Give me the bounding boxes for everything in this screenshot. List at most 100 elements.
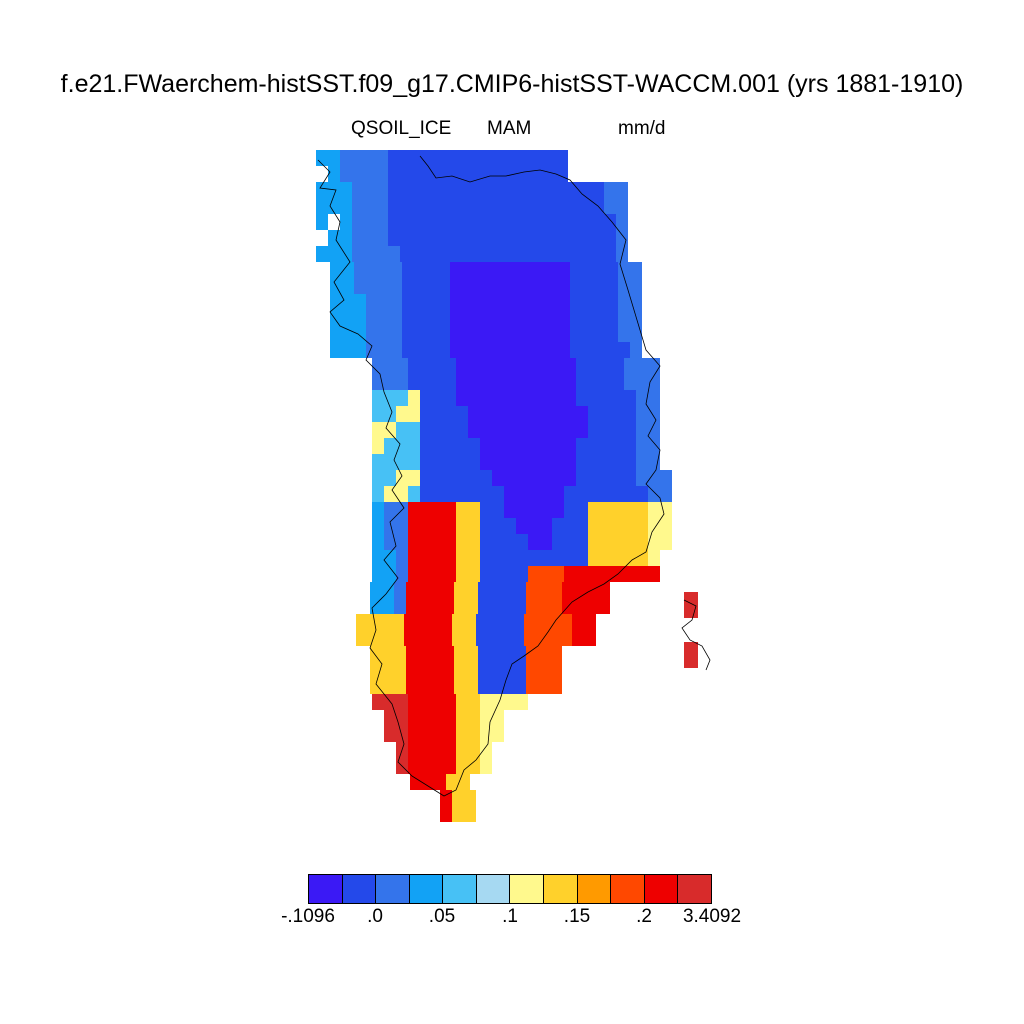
field-cell xyxy=(372,550,384,566)
field-cell xyxy=(510,262,522,278)
field-cell xyxy=(384,486,396,502)
field-cell xyxy=(576,390,588,406)
field-cell xyxy=(396,438,408,454)
field-cell xyxy=(390,278,402,294)
field-cell xyxy=(552,374,564,390)
field-cell xyxy=(606,326,618,342)
field-cell xyxy=(364,150,376,166)
field-cell xyxy=(408,726,420,742)
field-cell xyxy=(492,358,504,374)
field-cell xyxy=(490,662,502,678)
field-cell xyxy=(490,598,502,614)
field-cell xyxy=(444,502,456,518)
field-cell xyxy=(462,262,474,278)
field-cell xyxy=(520,246,532,262)
field-cell xyxy=(504,390,516,406)
field-cell xyxy=(636,502,648,518)
field-cell xyxy=(488,630,500,646)
field-cell xyxy=(648,358,660,374)
field-cell xyxy=(588,550,600,566)
field-cell xyxy=(604,246,616,262)
field-cell xyxy=(408,422,420,438)
field-cell xyxy=(534,326,546,342)
field-cell xyxy=(576,470,588,486)
field-cell xyxy=(416,614,428,630)
field-cell xyxy=(522,278,534,294)
field-cell xyxy=(604,182,616,198)
field-cell xyxy=(400,230,412,246)
field-cell xyxy=(432,358,444,374)
field-cell xyxy=(366,326,378,342)
field-cell xyxy=(480,758,492,774)
field-cell xyxy=(430,646,442,662)
field-cell xyxy=(380,614,392,630)
field-cell xyxy=(624,518,636,534)
field-cell xyxy=(380,630,392,646)
field-cell xyxy=(454,598,466,614)
field-cell xyxy=(376,214,388,230)
field-cell xyxy=(612,358,624,374)
field-cell xyxy=(660,534,672,550)
field-cell xyxy=(428,614,440,630)
field-cell xyxy=(468,534,480,550)
field-cell xyxy=(478,678,490,694)
field-cell xyxy=(586,598,598,614)
field-cell xyxy=(624,502,636,518)
field-cell xyxy=(576,534,588,550)
plot-title: f.e21.FWaerchem-histSST.f09_g17.CMIP6-hi… xyxy=(60,70,964,98)
field-cell xyxy=(564,454,576,470)
field-cell xyxy=(420,710,432,726)
field-cell xyxy=(352,214,364,230)
field-cell xyxy=(408,742,420,758)
field-cell xyxy=(594,326,606,342)
field-cell xyxy=(438,278,450,294)
field-cell xyxy=(504,518,516,534)
field-cell xyxy=(540,358,552,374)
field-cell xyxy=(372,502,384,518)
field-cell xyxy=(356,630,368,646)
field-cell xyxy=(592,214,604,230)
field-cell xyxy=(396,518,408,534)
field-cell xyxy=(600,422,612,438)
field-cell xyxy=(372,438,384,454)
field-cell xyxy=(612,438,624,454)
field-cell xyxy=(378,326,390,342)
field-cell xyxy=(558,342,570,358)
field-cell xyxy=(612,470,624,486)
field-cell xyxy=(468,726,480,742)
field-cell xyxy=(438,342,450,358)
field-cell xyxy=(440,790,452,806)
field-cell xyxy=(588,534,600,550)
field-cell xyxy=(576,438,588,454)
field-cell xyxy=(576,550,588,566)
field-cell xyxy=(452,630,464,646)
field-cell xyxy=(500,614,512,630)
field-cell xyxy=(330,310,342,326)
field-cell xyxy=(420,470,432,486)
field-cell xyxy=(472,182,484,198)
field-cell xyxy=(412,150,424,166)
field-cell xyxy=(384,358,396,374)
field-cell xyxy=(450,278,462,294)
field-cell xyxy=(420,422,432,438)
field-cell xyxy=(576,566,588,582)
field-cell xyxy=(516,518,528,534)
field-cell xyxy=(388,198,400,214)
field-cell xyxy=(452,790,464,806)
colorbar-box xyxy=(543,874,578,904)
field-cell xyxy=(600,454,612,470)
field-cell xyxy=(456,358,468,374)
field-cell xyxy=(480,694,492,710)
field-cell xyxy=(612,374,624,390)
field-cell xyxy=(490,678,502,694)
field-cell xyxy=(624,550,636,566)
field-cell xyxy=(448,150,460,166)
field-cell xyxy=(456,390,468,406)
field-cell xyxy=(612,502,624,518)
field-cell xyxy=(552,534,564,550)
field-cell xyxy=(420,566,432,582)
field-cell xyxy=(660,486,672,502)
field-cell xyxy=(558,310,570,326)
field-cell xyxy=(456,534,468,550)
field-cell xyxy=(382,662,394,678)
